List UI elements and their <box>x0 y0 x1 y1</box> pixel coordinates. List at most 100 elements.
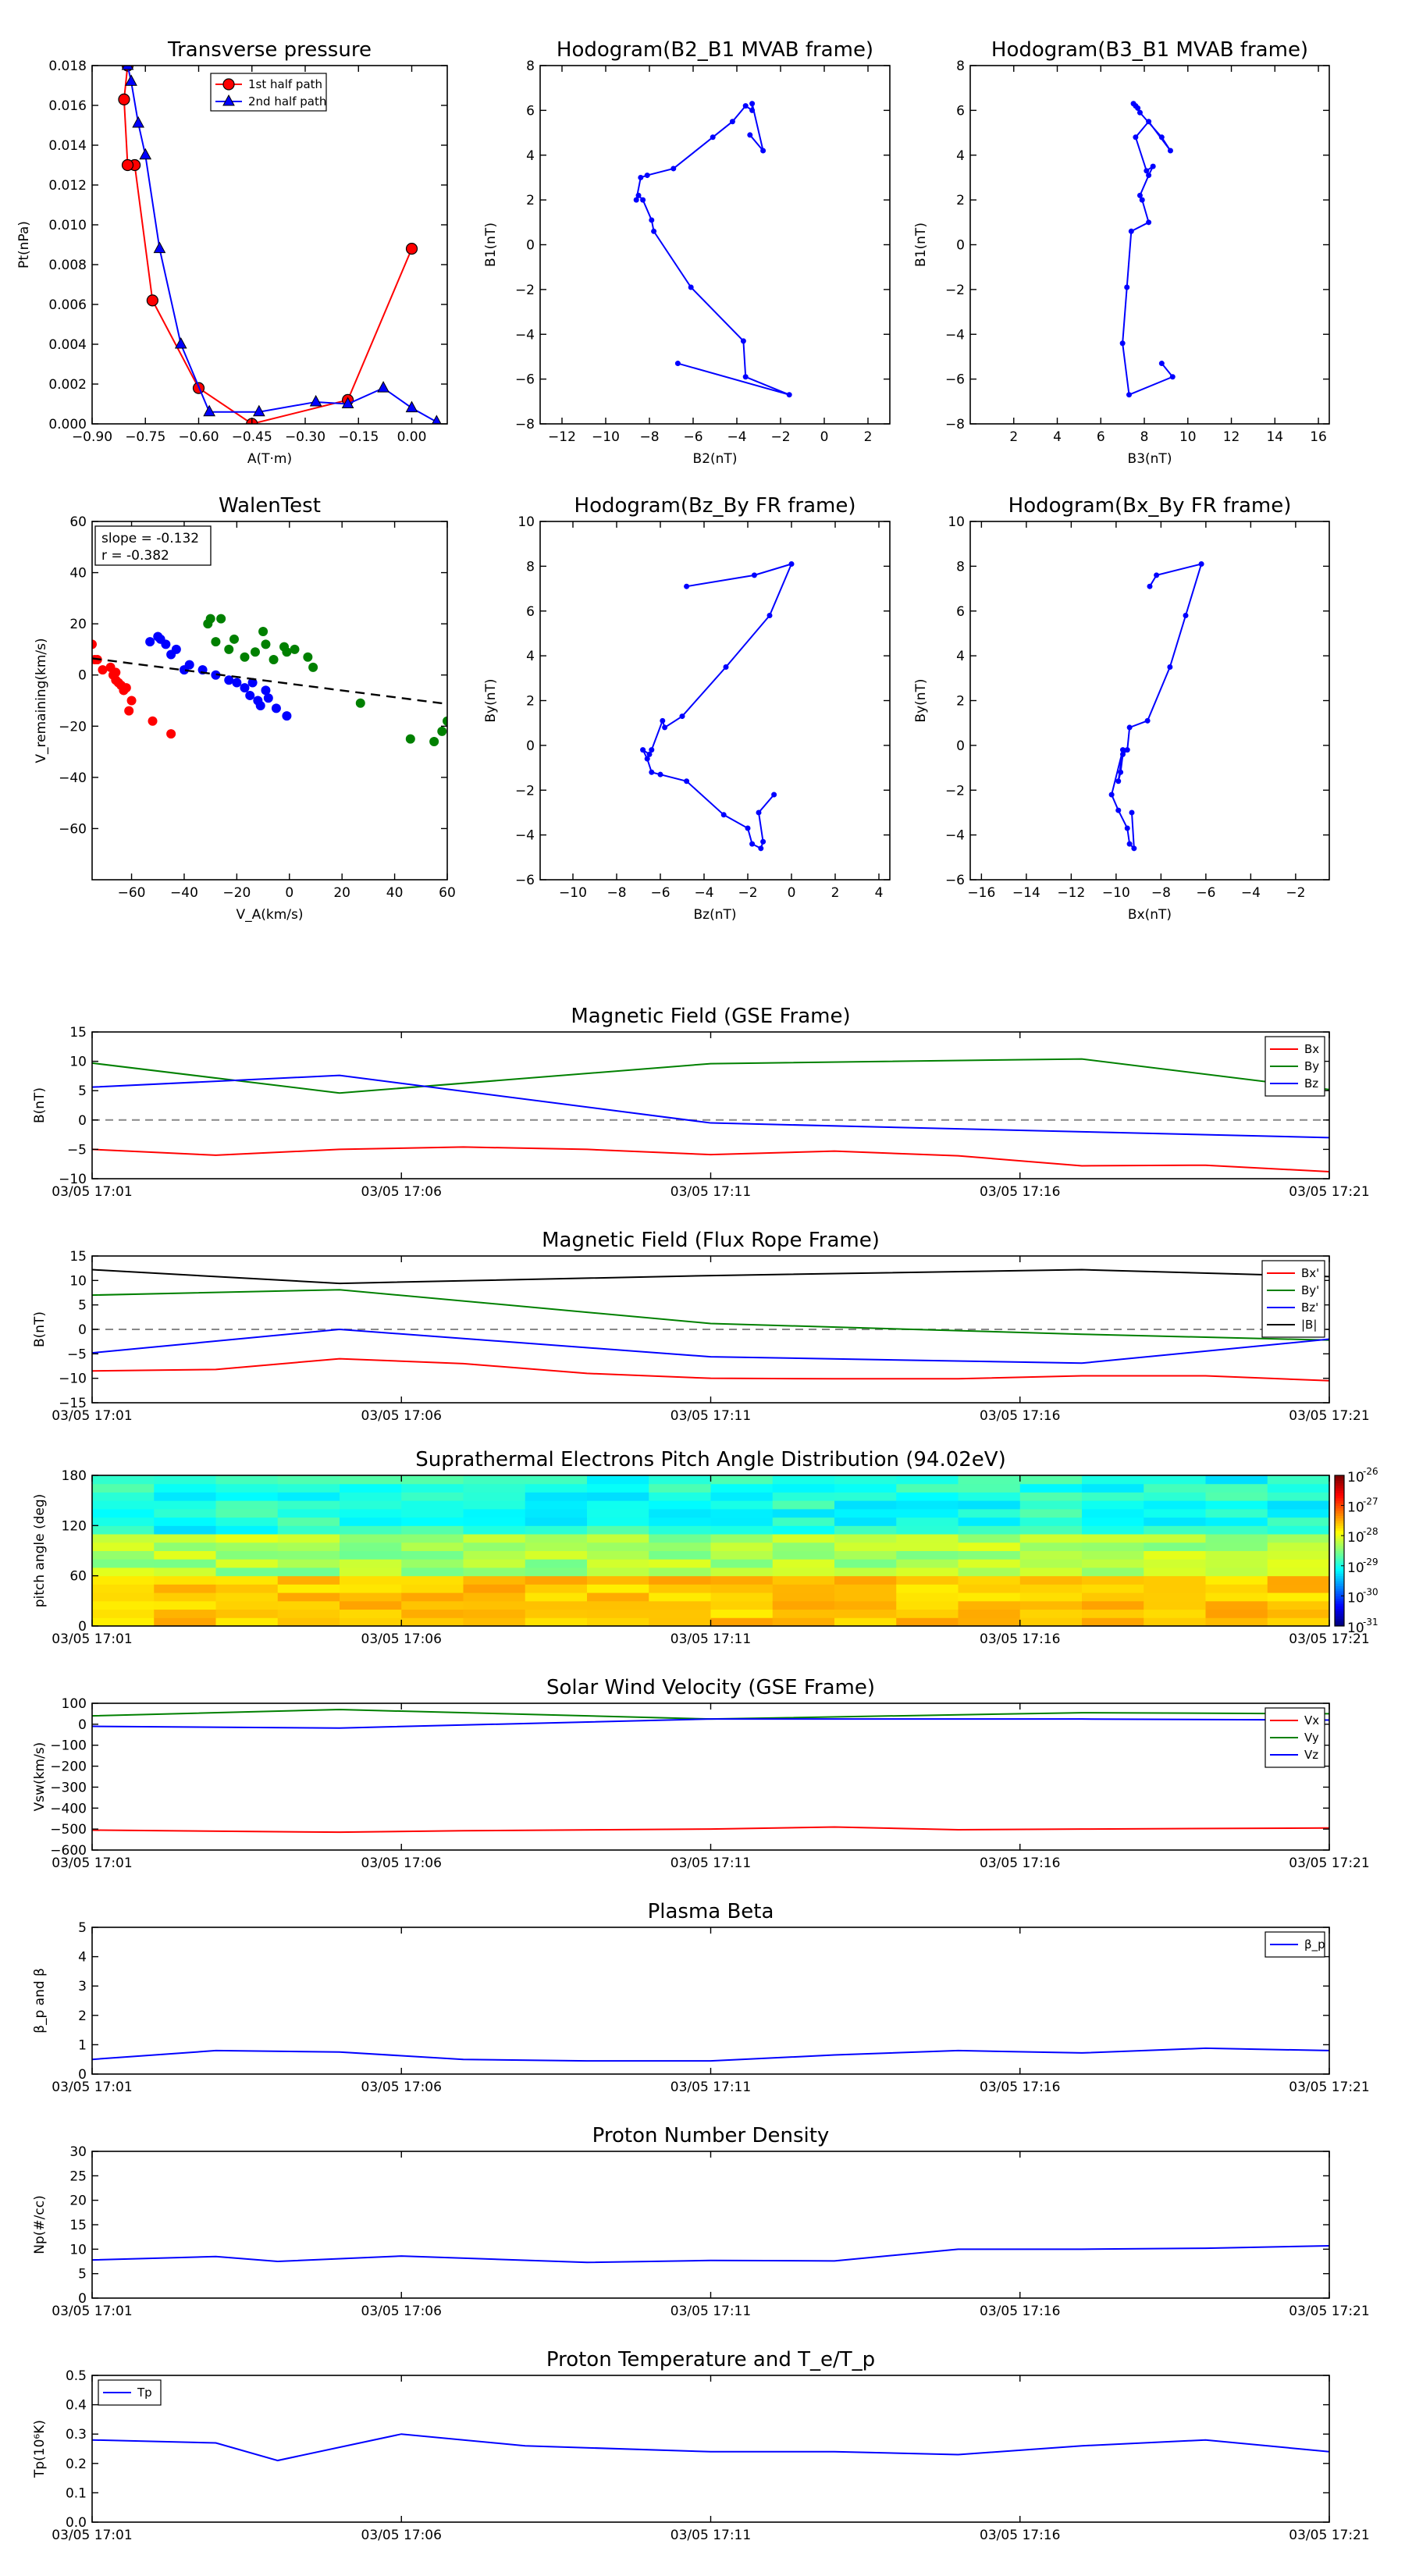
colorbar-segment <box>1335 1565 1344 1569</box>
heatmap-cell <box>525 1525 588 1535</box>
heatmap-cell <box>1267 1559 1330 1568</box>
heatmap-cell <box>401 1609 464 1618</box>
time-tick-label: 03/05 17:21 <box>1289 1631 1369 1647</box>
colorbar-segment <box>1335 1600 1344 1604</box>
y-tick-label: 6 <box>526 103 535 119</box>
colorbar-segment <box>1335 1540 1344 1544</box>
data-point <box>758 845 764 852</box>
heatmap-cell <box>834 1592 897 1602</box>
series-line <box>92 1268 1329 1285</box>
colorbar-segment <box>1335 1542 1344 1546</box>
data-point <box>633 197 639 203</box>
heatmap-cell <box>1144 1492 1206 1501</box>
heatmap-cell <box>1205 1600 1268 1610</box>
y-tick-label: 0 <box>78 1717 87 1733</box>
colorbar-segment <box>1335 1610 1344 1614</box>
y-tick-label: 10 <box>948 514 965 530</box>
y-tick-label: 0.002 <box>48 377 87 393</box>
heatmap-cell <box>154 1609 216 1618</box>
heatmap-cell <box>525 1508 588 1518</box>
heatmap-cell <box>834 1534 897 1543</box>
annotation-text: r = -0.382 <box>101 548 169 564</box>
x-tick-label: −2 <box>738 885 757 901</box>
data-point <box>377 381 389 393</box>
heatmap-cell <box>277 1609 340 1618</box>
colorbar-segment <box>1335 1618 1344 1622</box>
heatmap-cell <box>587 1550 649 1560</box>
heatmap-cell <box>463 1600 526 1610</box>
y-axis-label: pitch angle (deg) <box>32 1494 48 1608</box>
time-tick-label: 03/05 17:11 <box>670 1408 751 1424</box>
data-point <box>670 165 677 172</box>
scatter-point <box>308 662 318 672</box>
heatmap-cell <box>277 1492 340 1501</box>
heatmap-cell <box>772 1475 835 1485</box>
data-point <box>720 812 727 818</box>
heatmap-cell <box>1267 1525 1330 1535</box>
y-tick-label: 0 <box>78 1322 87 1338</box>
y-tick-label: 0 <box>78 2291 87 2307</box>
plot-frame <box>539 65 891 425</box>
series-line <box>92 1289 1329 1341</box>
heatmap-cell <box>772 1500 835 1510</box>
heatmap-cell <box>834 1609 897 1618</box>
y-tick-label: 0.000 <box>48 417 87 432</box>
x-axis-label: B3(nT) <box>1128 451 1172 467</box>
heatmap-cell <box>834 1508 897 1518</box>
y-tick-label: 180 <box>62 1468 87 1484</box>
time-tick-label: 03/05 17:01 <box>52 1408 132 1424</box>
colorbar-segment <box>1335 1482 1344 1486</box>
time-tick-label: 03/05 17:06 <box>361 1184 442 1200</box>
y-tick-label: −200 <box>50 1759 87 1775</box>
data-point <box>405 243 418 255</box>
x-tick-label: −6 <box>650 885 670 901</box>
heatmap-cell <box>525 1483 588 1493</box>
x-tick-label: −4 <box>1241 885 1261 901</box>
data-point <box>174 336 187 349</box>
x-axis-label: Bx(nT) <box>1128 907 1172 923</box>
heatmap-cell <box>710 1500 774 1510</box>
y-tick-label: 10 <box>69 2242 87 2258</box>
heatmap-cell <box>896 1550 959 1560</box>
heatmap-cell <box>896 1567 959 1577</box>
y-tick-label: −2 <box>515 283 535 298</box>
series-line <box>92 2047 1329 2062</box>
heatmap-cell <box>772 1600 835 1610</box>
data-point <box>638 174 644 180</box>
x-tick-label: −2 <box>1286 885 1305 901</box>
heatmap-cell <box>215 1600 279 1610</box>
heatmap-cell <box>401 1567 464 1577</box>
heatmap-cell <box>1205 1609 1268 1618</box>
heatmap-cell <box>463 1517 526 1526</box>
y-tick-label: 0 <box>526 738 535 754</box>
data-point <box>742 374 749 380</box>
y-tick-label: −300 <box>50 1780 87 1795</box>
heatmap-cell <box>92 1609 155 1618</box>
colorbar-exponent: -27 <box>1363 1496 1378 1507</box>
y-tick-label: −8 <box>515 417 535 432</box>
heatmap-cell <box>772 1609 835 1618</box>
heatmap-cell <box>277 1483 340 1493</box>
y-tick-label: 4 <box>956 649 965 664</box>
heatmap-cell <box>1082 1559 1144 1568</box>
heatmap-cell <box>92 1575 155 1585</box>
colorbar-segment <box>1335 1616 1344 1619</box>
scatter-point <box>240 683 250 693</box>
y-tick-label: 5 <box>78 2267 87 2282</box>
data-point <box>1118 769 1124 775</box>
data-point <box>1126 724 1133 731</box>
heatmap-cell <box>958 1492 1021 1501</box>
heatmap-cell <box>1019 1600 1083 1610</box>
x-tick-label: 0.00 <box>397 429 427 445</box>
heatmap-cell <box>1267 1517 1330 1526</box>
heatmap-cell <box>154 1534 216 1543</box>
heatmap-cell <box>215 1542 279 1551</box>
heatmap-cell <box>1082 1517 1144 1526</box>
heatmap-cell <box>649 1508 711 1518</box>
heatmap-cell <box>277 1567 340 1577</box>
data-point <box>1136 109 1143 116</box>
heatmap-cell <box>154 1567 216 1577</box>
heatmap-cell <box>1205 1575 1268 1585</box>
y-tick-label: 4 <box>526 649 535 664</box>
heatmap-cell <box>525 1542 588 1551</box>
